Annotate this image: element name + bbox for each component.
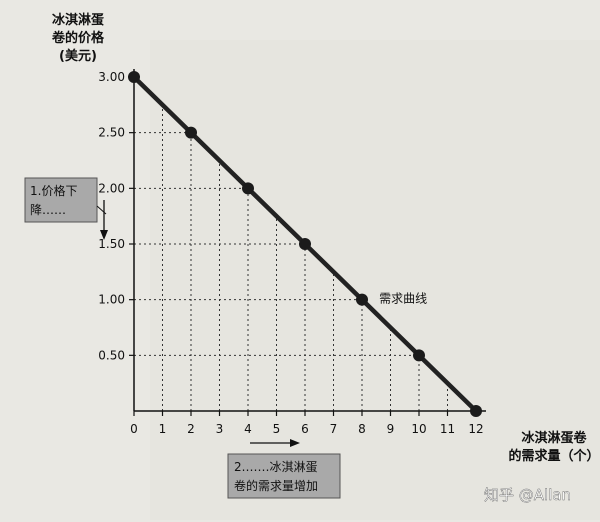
- quantity-note: 2.……冰淇淋蛋 卷的需求量增加: [227, 439, 341, 499]
- y-tick-label: 1.50: [98, 237, 125, 251]
- y-axis-label-line-1: 冰淇淋蛋: [52, 12, 104, 28]
- data-point: [299, 238, 311, 250]
- demand-curve-label: 需求曲线: [379, 292, 427, 306]
- x-ticks: 0 1 2 3 4 5 6 7 8 9 10 11 12: [130, 411, 484, 436]
- quantity-note-box: [227, 453, 341, 499]
- price-note-line-2: 降……: [30, 203, 66, 217]
- x-tick-label: 12: [468, 422, 483, 436]
- x-tick-label: 7: [330, 422, 338, 436]
- price-note: 1.价格下 降……: [24, 177, 108, 240]
- y-tick-label: 1.00: [98, 293, 125, 307]
- x-tick-label: 6: [301, 422, 309, 436]
- data-point: [470, 405, 482, 417]
- y-axis-label-line-2: 卷的价格: [52, 30, 105, 46]
- axes: [133, 69, 486, 412]
- data-point: [413, 349, 425, 362]
- price-note-box: [24, 177, 98, 223]
- x-tick-label: 9: [387, 422, 395, 436]
- y-tick-label: 0.50: [98, 348, 125, 362]
- x-tick-label: 4: [244, 422, 252, 436]
- x-tick-label: 8: [358, 422, 366, 436]
- watermark: 知乎 @Allan: [484, 486, 571, 504]
- x-tick-label: 3: [216, 422, 224, 436]
- data-point: [128, 71, 140, 83]
- series: [128, 71, 482, 417]
- x-tick-label: 2: [187, 422, 195, 436]
- x-axis-label-line-2: 的需求量（个）: [508, 448, 599, 464]
- x-tick-label: 1: [159, 422, 167, 436]
- y-ticks: 0.50 1.00 1.50 2.00 2.50 3.00: [98, 70, 134, 362]
- x-tick-label: 5: [273, 422, 281, 436]
- y-tick-label: 2.00: [98, 181, 125, 195]
- x-axis-label-line-1: 冰淇淋蛋卷: [521, 430, 587, 446]
- x-tick-label: 0: [130, 422, 138, 436]
- quantity-note-line-1: 2.……冰淇淋蛋: [234, 460, 317, 474]
- y-tick-label: 3.00: [98, 70, 125, 84]
- grid: [134, 104, 448, 411]
- x-tick-label: 11: [440, 422, 455, 436]
- quantity-note-line-2: 卷的需求量增加: [234, 478, 318, 493]
- price-note-pointer: [96, 205, 107, 215]
- y-axis-label-line-3: (美元): [59, 48, 97, 64]
- background-print: [150, 40, 600, 520]
- price-note-line-1: 1.价格下: [30, 183, 77, 198]
- x-tick-label: 10: [411, 422, 426, 436]
- quantity-note-arrowhead: [290, 439, 300, 447]
- data-point: [242, 182, 254, 195]
- data-point: [185, 126, 197, 139]
- price-note-arrowhead: [100, 230, 108, 240]
- y-tick-label: 2.50: [98, 126, 125, 140]
- data-point: [356, 293, 368, 306]
